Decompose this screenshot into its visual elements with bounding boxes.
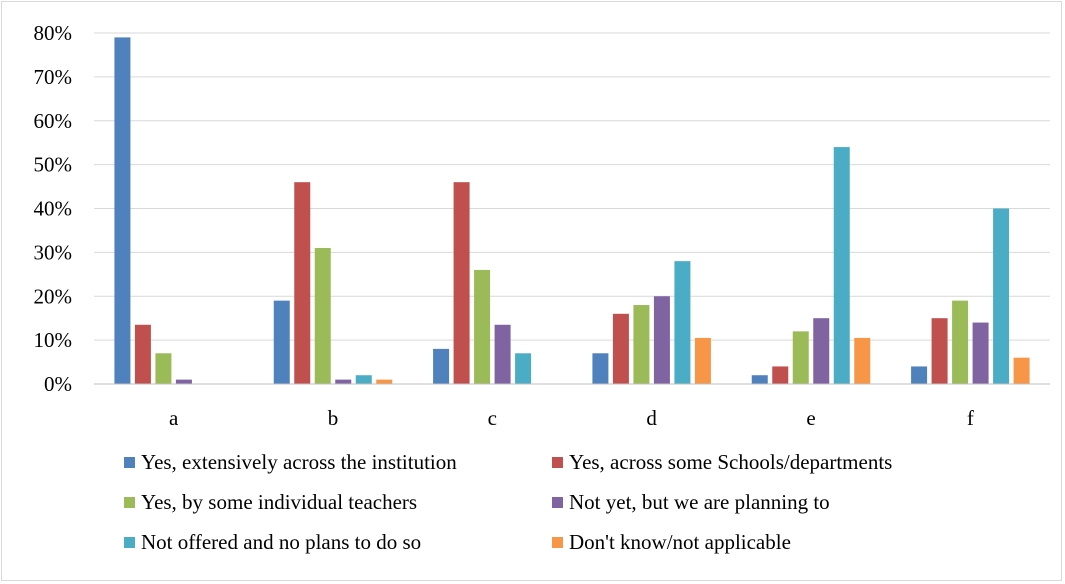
legend-item: Yes, extensively across the institution <box>124 450 457 475</box>
bar <box>653 296 670 384</box>
bar <box>1013 357 1030 384</box>
y-axis-tick-labels: 0% 10% 20% 30% 40% 50% 60% 70% 80% <box>34 21 73 396</box>
x-tick-label: c <box>488 406 497 430</box>
legend-swatch <box>552 537 563 548</box>
x-tick-label: e <box>806 406 815 430</box>
legend-swatch <box>124 537 135 548</box>
y-tick-label: 50% <box>34 153 73 177</box>
legend-label: Don't know/not applicable <box>569 530 791 554</box>
legend-item: Not yet, but we are planning to <box>552 490 830 515</box>
bar <box>155 353 172 384</box>
bars <box>114 37 1030 384</box>
bar <box>335 379 352 384</box>
y-tick-label: 30% <box>34 240 73 264</box>
legend-swatch <box>124 457 135 468</box>
bar <box>751 375 768 384</box>
bar <box>314 247 331 384</box>
legend-swatch <box>552 457 563 468</box>
bar <box>854 337 871 384</box>
bar <box>273 300 290 384</box>
y-tick-label: 0% <box>44 372 72 396</box>
legend-swatch <box>124 497 135 508</box>
bar <box>134 324 151 384</box>
bar <box>952 300 969 384</box>
y-tick-label: 40% <box>34 197 73 221</box>
bar <box>355 375 372 384</box>
bar <box>433 348 450 384</box>
x-tick-label: b <box>328 406 339 430</box>
bar <box>694 337 711 384</box>
bar-chart: 0% 10% 20% 30% 40% 50% 60% 70% 80% a b c d e f <box>34 21 1050 430</box>
gridlines <box>94 32 1050 341</box>
bar <box>911 366 928 384</box>
bar <box>175 379 192 384</box>
y-tick-label: 80% <box>34 21 73 45</box>
bar <box>494 324 511 384</box>
y-tick-label: 70% <box>34 65 73 89</box>
bar <box>612 313 629 384</box>
y-tick-label: 10% <box>34 328 73 352</box>
bar <box>114 37 131 384</box>
legend-label: Yes, across some Schools/departments <box>569 450 893 474</box>
legend-swatch <box>552 497 563 508</box>
legend-label: Yes, extensively across the institution <box>141 450 457 474</box>
bar <box>592 353 609 384</box>
legend-label: Not offered and no plans to do so <box>141 530 422 554</box>
bar <box>515 353 532 384</box>
y-tick-label: 60% <box>34 109 73 133</box>
legend-label: Yes, by some individual teachers <box>141 490 418 514</box>
bar <box>833 147 850 384</box>
legend-item: Don't know/not applicable <box>552 530 791 555</box>
bar <box>674 261 691 384</box>
bar <box>792 331 809 384</box>
legend-item: Not offered and no plans to do so <box>124 530 421 555</box>
legend-item: Yes, across some Schools/departments <box>552 450 892 475</box>
x-tick-label: f <box>967 406 974 430</box>
bar <box>294 182 311 384</box>
x-tick-label: a <box>169 406 179 430</box>
bar <box>633 305 650 384</box>
x-axis-tick-labels: a b c d e f <box>169 406 974 430</box>
bar <box>813 318 830 384</box>
bar <box>993 208 1010 384</box>
bar <box>453 182 470 384</box>
bar <box>474 269 491 384</box>
bar <box>772 366 789 384</box>
bar <box>972 322 989 384</box>
bar <box>376 379 393 384</box>
bar <box>931 318 948 384</box>
x-tick-label: d <box>646 406 657 430</box>
y-tick-label: 20% <box>34 284 73 308</box>
legend-label: Not yet, but we are planning to <box>569 490 830 514</box>
legend-item: Yes, by some individual teachers <box>124 490 417 515</box>
